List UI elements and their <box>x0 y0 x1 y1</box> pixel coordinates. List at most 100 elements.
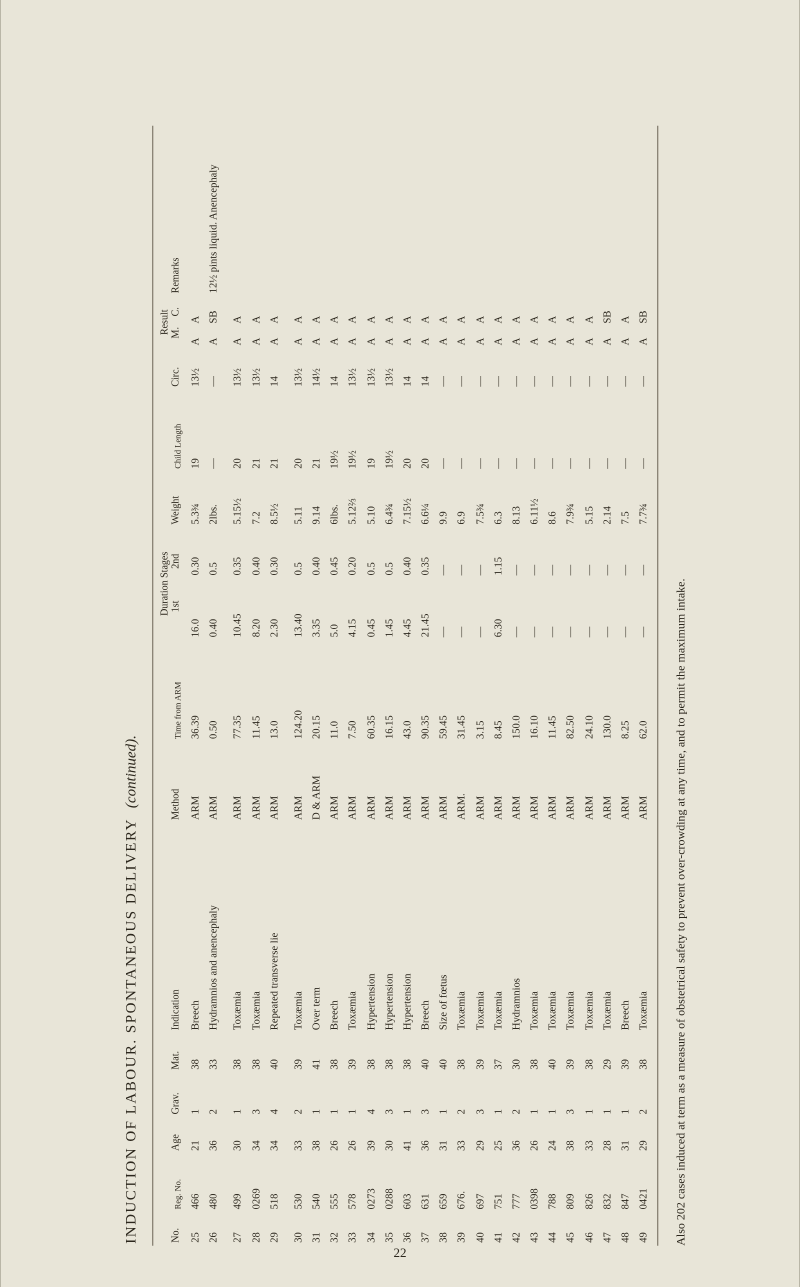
cell: 130.0 <box>599 640 617 742</box>
cell: A <box>472 296 490 326</box>
cell: — <box>563 527 581 578</box>
table-row: 49042129238ToxæmiaARM62.0——7.7¾——ASB <box>635 126 653 1246</box>
col-duration: Duration Stages 1st 2nd <box>157 527 187 640</box>
cell: A <box>326 296 344 326</box>
table-row: 3660341138HypertensionARM43.04.450.407.1… <box>399 126 417 1246</box>
cell: 33 <box>284 1117 308 1153</box>
cell: 7.2 <box>248 472 266 528</box>
cell: ARM <box>472 742 490 823</box>
cell: ARM <box>326 742 344 823</box>
cell: 82.50 <box>563 640 581 742</box>
cell: 0.50 <box>205 640 223 742</box>
cell: 20 <box>399 390 417 472</box>
cell: 13½ <box>381 348 399 389</box>
cell: 1 <box>435 1073 453 1118</box>
cell: 1 <box>326 1073 344 1118</box>
cell: 5.3¾ <box>187 472 205 528</box>
cell: A <box>308 326 326 348</box>
cell: 16.10 <box>526 640 544 742</box>
cell: — <box>454 390 472 472</box>
cell: 0.40 <box>205 578 223 640</box>
cell: ARM <box>248 742 266 823</box>
cell: 13½ <box>345 348 363 389</box>
cell: 9.9 <box>435 472 453 528</box>
cell: A <box>526 326 544 348</box>
cell <box>224 126 248 296</box>
cell: 38 <box>526 1033 544 1073</box>
cell: ARM <box>187 742 205 823</box>
cell: Toxæmia <box>563 823 581 1033</box>
cell: 0288 <box>381 1154 399 1213</box>
cell: — <box>472 390 490 472</box>
cell: 60.35 <box>363 640 381 742</box>
cell: 37 <box>490 1033 508 1073</box>
cell: A <box>345 296 363 326</box>
cell: 2 <box>205 1073 223 1118</box>
table-row: 2749930138ToxæmiaARM77.3510.450.355.15½2… <box>224 126 248 1246</box>
cell: — <box>454 578 472 640</box>
cell <box>454 126 472 296</box>
cell: 31 <box>617 1117 635 1153</box>
cell: 3 <box>248 1073 266 1118</box>
cell: — <box>635 527 653 578</box>
cell: Repeated transverse lie <box>266 823 284 1033</box>
cell: 2.14 <box>599 472 617 528</box>
cell: 29 <box>266 1212 284 1245</box>
cell: 36 <box>508 1117 526 1153</box>
cell: 466 <box>187 1154 205 1213</box>
cell: D & ARM <box>308 742 326 823</box>
cell: A <box>308 296 326 326</box>
cell: 6.4¾ <box>381 472 399 528</box>
cell: — <box>490 390 508 472</box>
cell: 11.45 <box>545 640 563 742</box>
cell: A <box>563 326 581 348</box>
cell: ARM <box>545 742 563 823</box>
table-row: 39676.33238ToxæmiaARM.31.45——6.9——AA <box>454 126 472 1246</box>
cell: 0269 <box>248 1154 266 1213</box>
cell <box>472 126 490 296</box>
cell: A <box>635 326 653 348</box>
cell: — <box>617 390 635 472</box>
cell: 480 <box>205 1154 223 1213</box>
cell: 7.50 <box>345 640 363 742</box>
table-row: 3865931140Size of fœtusARM59.45——9.9——AA <box>435 126 453 1246</box>
cell: ARM <box>581 742 599 823</box>
cell: 6.3 <box>490 472 508 528</box>
cell: 13½ <box>284 348 308 389</box>
cell: 21.45 <box>417 578 435 640</box>
cell: 5.0 <box>326 578 344 640</box>
cell: — <box>617 348 635 389</box>
cell: 0.35 <box>224 527 248 578</box>
cell: ARM <box>284 742 308 823</box>
cell: 48 <box>617 1212 635 1245</box>
title-continued: (continued). <box>123 735 139 808</box>
cell <box>399 126 417 296</box>
cell: A <box>508 296 526 326</box>
table-row: 28026934338ToxæmiaARM11.458.200.407.2211… <box>248 126 266 1246</box>
cell: 21 <box>187 1117 205 1153</box>
cell: — <box>563 578 581 640</box>
cell: Hypertension <box>363 823 381 1033</box>
cell: — <box>617 527 635 578</box>
cell: — <box>508 578 526 640</box>
cell <box>326 126 344 296</box>
cell: — <box>545 527 563 578</box>
cell: 24.10 <box>581 640 599 742</box>
cell: 34 <box>266 1117 284 1153</box>
cell: — <box>472 348 490 389</box>
table-row: 3053033239ToxæmiaARM124.2013.400.55.1120… <box>284 126 308 1246</box>
cell: A <box>435 326 453 348</box>
cell: 41 <box>399 1117 417 1153</box>
cell: ARM <box>617 742 635 823</box>
cell: 3 <box>563 1073 581 1118</box>
cell: A <box>284 296 308 326</box>
cell: A <box>454 326 472 348</box>
cell: 7.9¾ <box>563 472 581 528</box>
cell: — <box>454 348 472 389</box>
cell: — <box>472 527 490 578</box>
cell: — <box>526 578 544 640</box>
cell: 14½ <box>308 348 326 389</box>
cell: Toxæmia <box>490 823 508 1033</box>
cell: 33 <box>581 1117 599 1153</box>
cell <box>345 126 363 296</box>
